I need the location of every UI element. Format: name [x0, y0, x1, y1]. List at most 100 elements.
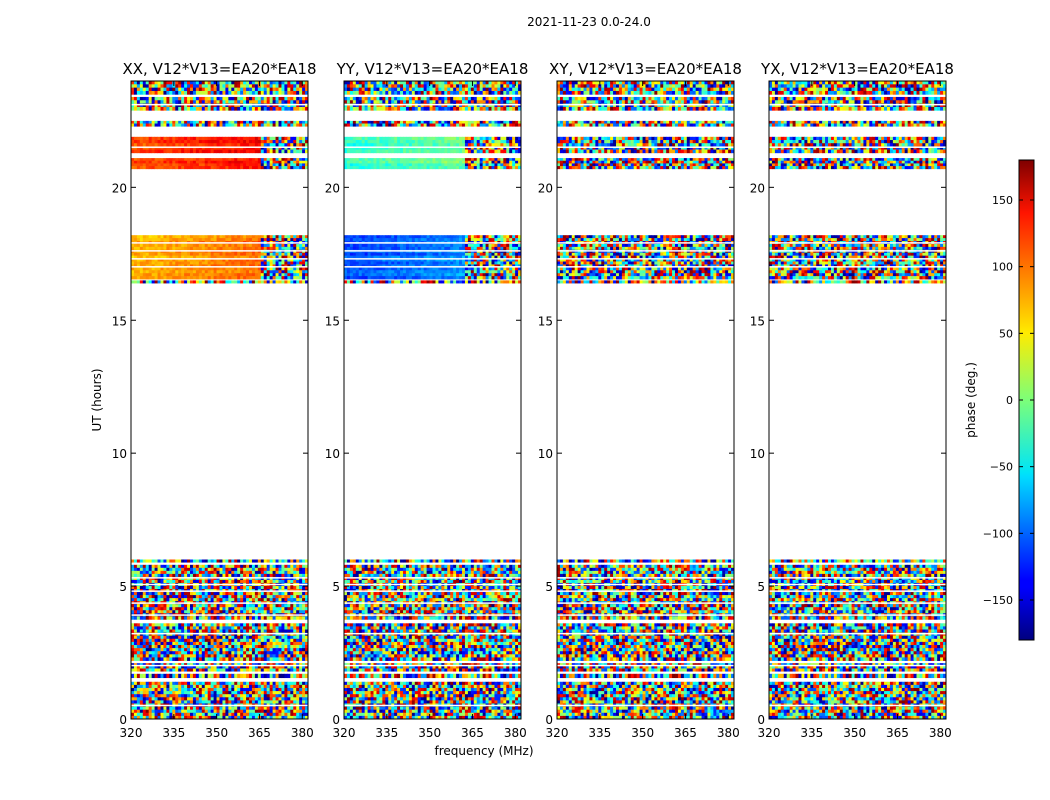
heatmap-cell [299, 235, 302, 238]
heatmap-cell [158, 84, 161, 88]
heatmap-cell [273, 262, 276, 265]
heatmap-cell [243, 97, 246, 101]
heatmap-cell [211, 598, 214, 601]
heatmap-cell [290, 565, 293, 568]
heatmap-cell [234, 140, 237, 144]
heatmap-cell [299, 150, 302, 154]
heatmap-cell [228, 121, 231, 124]
heatmap-cell [196, 697, 199, 701]
heatmap-cell [146, 668, 149, 671]
heatmap-cell [264, 574, 267, 577]
heatmap-cell [158, 270, 161, 273]
heatmap-cell [137, 645, 140, 649]
heatmap-cell [137, 626, 140, 630]
heatmap-cell [214, 560, 217, 563]
heatmap-cell [175, 140, 178, 144]
heatmap-cell [143, 124, 146, 127]
heatmap-cell [284, 697, 287, 701]
heatmap-cell [261, 107, 264, 111]
heatmap-cell [134, 140, 137, 144]
heatmap-cell [222, 636, 225, 640]
heatmap-cell [211, 97, 214, 101]
heatmap-cell [252, 623, 255, 627]
heatmap-cell [287, 166, 290, 169]
heatmap-cell [255, 280, 258, 283]
heatmap-cell [299, 270, 302, 273]
heatmap-cell [184, 163, 187, 166]
heatmap-cell [302, 571, 305, 574]
heatmap-cell [237, 124, 240, 127]
heatmap-cell [143, 682, 146, 686]
heatmap-cell [293, 595, 296, 598]
heatmap-cell [270, 247, 273, 250]
heatmap-cell [184, 235, 187, 238]
heatmap-cell [296, 623, 299, 627]
heatmap-cell [205, 639, 208, 643]
heatmap-cell [276, 158, 279, 161]
heatmap-cell [279, 685, 282, 689]
heatmap-cell [264, 607, 267, 610]
heatmap-cell [273, 574, 276, 577]
heatmap-cell [143, 580, 146, 583]
heatmap-cell [255, 97, 258, 101]
heatmap-cell [222, 713, 225, 717]
heatmap-cell [211, 574, 214, 577]
heatmap-cell [190, 262, 193, 265]
heatmap-cell [172, 273, 175, 276]
heatmap-cell [137, 668, 140, 671]
heatmap-cell [276, 270, 279, 273]
heatmap-cell [228, 685, 231, 689]
heatmap-cell [279, 143, 282, 147]
heatmap-cell [199, 697, 202, 701]
heatmap-cell [231, 244, 234, 247]
heatmap-cell [163, 713, 166, 717]
heatmap-cell [228, 688, 231, 692]
heatmap-cell [149, 651, 152, 655]
heatmap-cell [281, 604, 284, 607]
heatmap-cell [158, 598, 161, 601]
heatmap-cell [140, 276, 143, 279]
heatmap-cell [225, 280, 228, 283]
heatmap-cell [158, 713, 161, 717]
heatmap-cell [243, 276, 246, 279]
heatmap-cell [187, 565, 190, 568]
heatmap-cell [184, 574, 187, 577]
heatmap-cell [208, 707, 211, 711]
heatmap-cell [255, 592, 258, 595]
heatmap-cell [258, 158, 261, 161]
heatmap-cell [161, 571, 164, 574]
heatmap-cell [202, 688, 205, 692]
heatmap-cell [284, 273, 287, 276]
heatmap-cell [270, 700, 273, 704]
heatmap-cell [169, 642, 172, 646]
heatmap-cell [249, 253, 252, 256]
heatmap-cell [211, 267, 214, 270]
heatmap-cell [228, 604, 231, 607]
heatmap-cell [199, 253, 202, 256]
heatmap-cell [284, 668, 287, 671]
heatmap-cell [143, 645, 146, 649]
heatmap-cell [290, 694, 293, 698]
heatmap-cell [158, 580, 161, 583]
heatmap-cell [190, 166, 193, 169]
heatmap-cell [181, 270, 184, 273]
heatmap-cell [166, 604, 169, 607]
heatmap-cell [243, 100, 246, 104]
heatmap-cell [290, 610, 293, 613]
heatmap-cell [270, 685, 273, 689]
heatmap-cell [276, 651, 279, 655]
heatmap-cell [222, 124, 225, 127]
heatmap-cell [240, 639, 243, 643]
heatmap-cell [149, 280, 152, 283]
heatmap-cell [287, 697, 290, 701]
heatmap-cell [166, 688, 169, 692]
heatmap-cell [279, 158, 282, 161]
heatmap-cell [240, 244, 243, 247]
heatmap-cell [199, 161, 202, 164]
heatmap-cell [284, 81, 287, 85]
heatmap-cell [196, 88, 199, 92]
heatmap-cell [193, 674, 196, 678]
heatmap-cell [249, 586, 252, 589]
heatmap-cell [155, 253, 158, 256]
heatmap-cell [284, 642, 287, 646]
